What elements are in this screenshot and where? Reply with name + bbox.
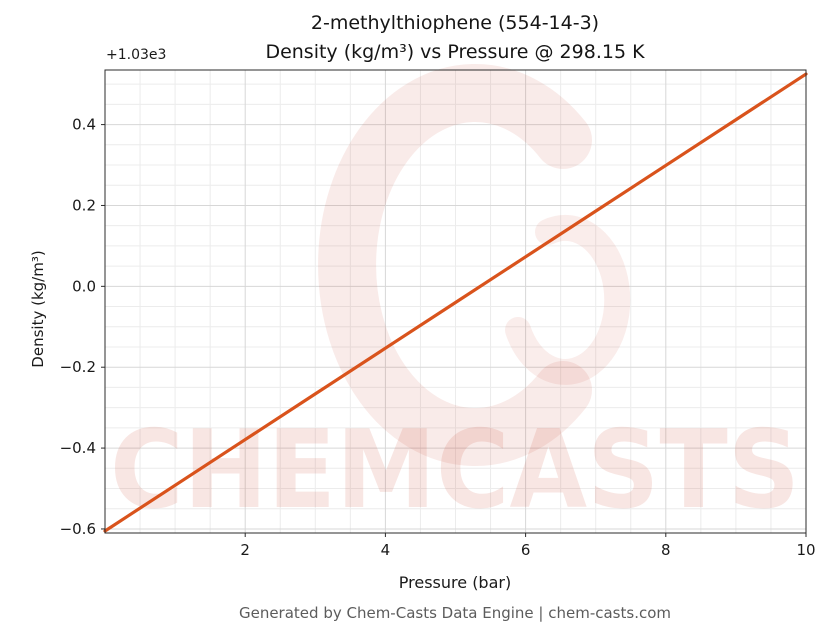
footer-credit: Generated by Chem-Casts Data Engine | ch… xyxy=(238,604,672,622)
y-axis-label: Density (kg/m³) xyxy=(29,250,47,368)
y-tick-label: 0.4 xyxy=(72,116,96,134)
y-tick-label: −0.4 xyxy=(60,439,96,457)
x-tick-label: 6 xyxy=(521,541,531,559)
axes-spines xyxy=(104,69,807,534)
y-tick-label: −0.6 xyxy=(60,520,96,538)
chart-title-line2: Density (kg/m³) vs Pressure @ 298.15 K xyxy=(265,41,645,63)
x-tick-label: 10 xyxy=(796,541,815,559)
x-tick-label: 8 xyxy=(661,541,671,559)
watermark-c-inner-icon xyxy=(505,215,631,385)
y-tick-label: 0.2 xyxy=(72,196,96,214)
watermark-c-icon xyxy=(318,64,592,466)
x-tick-label: 4 xyxy=(381,541,391,559)
x-tick-label: 2 xyxy=(240,541,250,559)
x-axis-label: Pressure (bar) xyxy=(398,573,512,592)
watermark-text: CHEMCASTS xyxy=(110,408,800,533)
density-line-series xyxy=(103,72,808,533)
y-tick-label: 0.0 xyxy=(72,277,96,295)
y-axis-offset-label: +1.03e3 xyxy=(106,47,167,63)
y-tick-label: −0.2 xyxy=(60,358,96,376)
chart-title-line1: 2-methylthiophene (554-14-3) xyxy=(310,12,600,34)
